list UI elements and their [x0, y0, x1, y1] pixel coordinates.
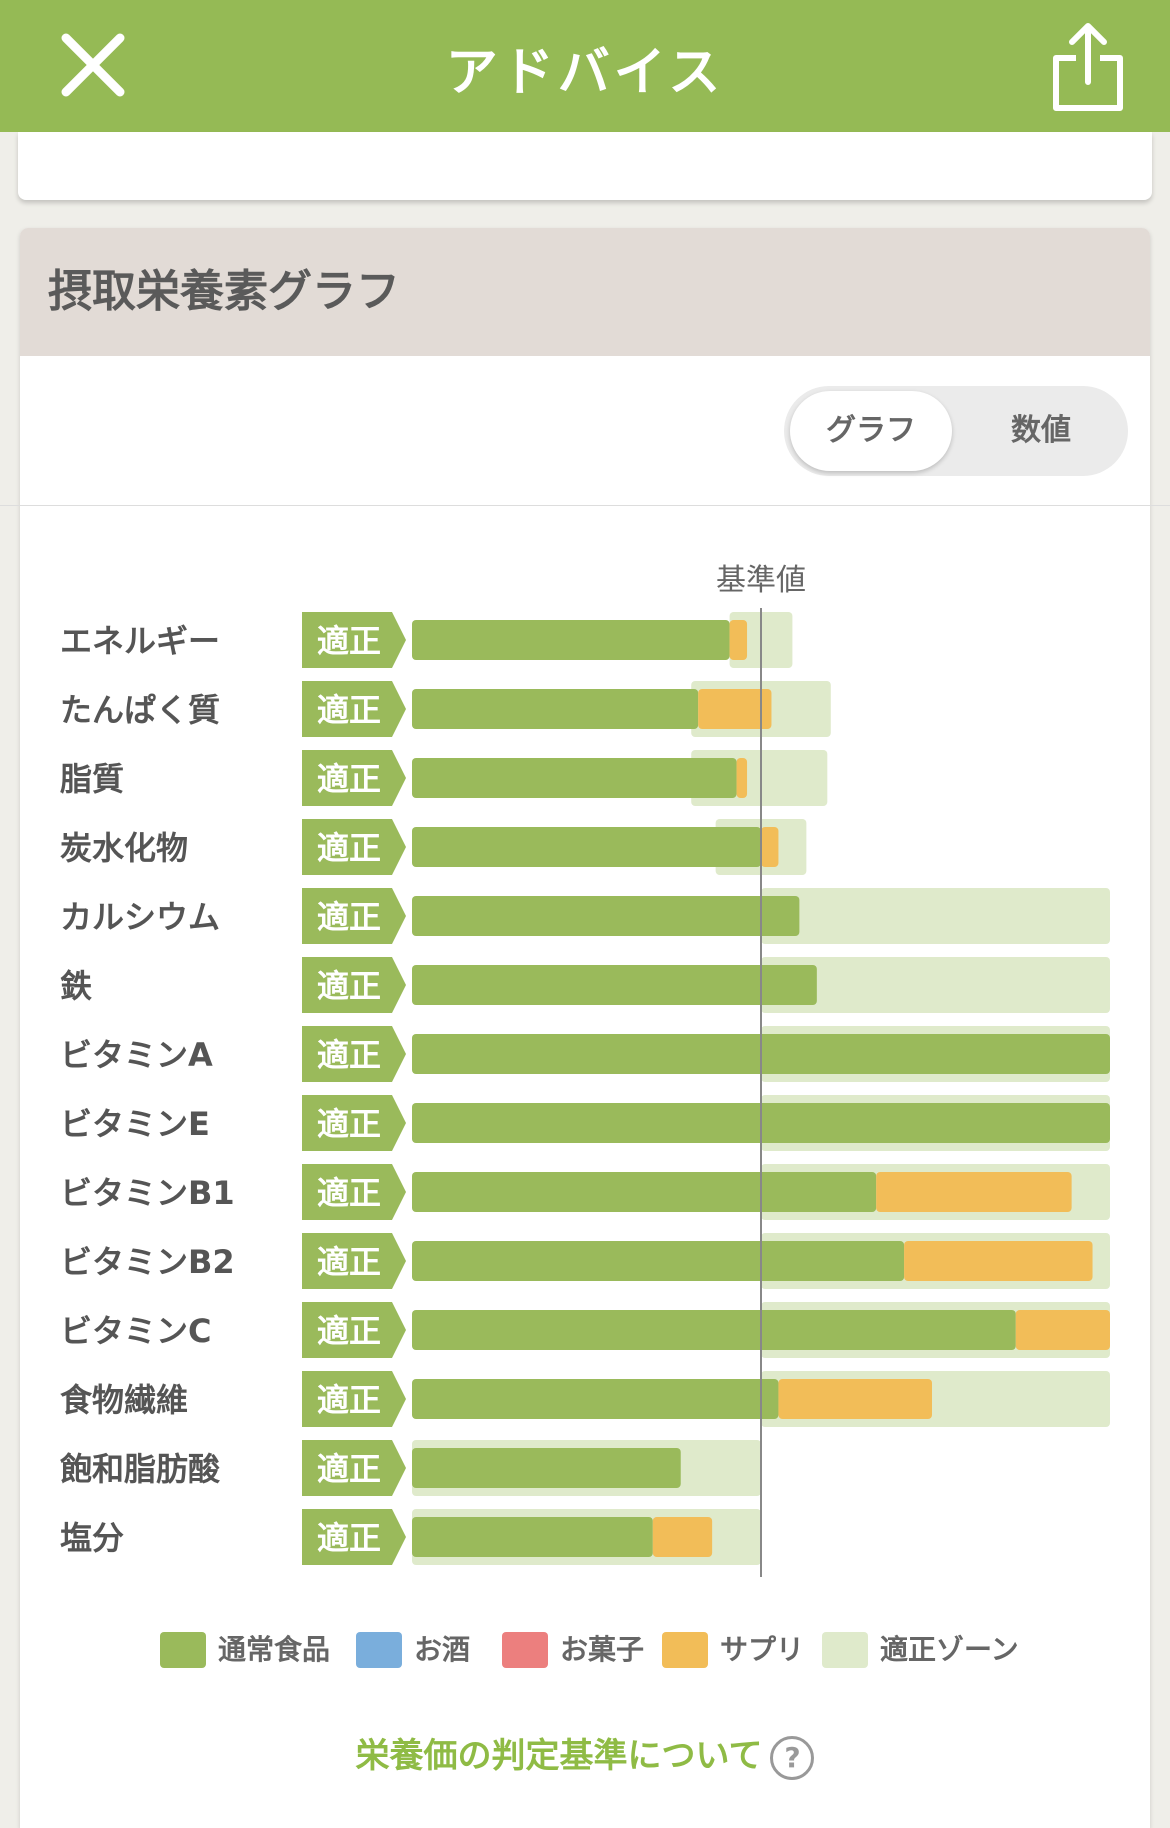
- legend-swatch: [160, 1632, 206, 1668]
- series-bar: [761, 827, 779, 867]
- status-label: 適正: [317, 1312, 381, 1350]
- status-badge: [302, 888, 406, 944]
- status-label: 適正: [317, 829, 381, 867]
- series-bar: [412, 1379, 779, 1419]
- series-bar: [412, 1172, 877, 1212]
- app-header: アドバイス: [0, 0, 1170, 132]
- series-bar: [778, 1379, 933, 1419]
- series-bar: [698, 689, 772, 729]
- appropriate-zone-bar: [761, 888, 1110, 944]
- series-bar: [729, 620, 748, 660]
- category-label: ビタミンE: [60, 1105, 210, 1143]
- tab-graph[interactable]: グラフ: [790, 391, 952, 471]
- series-bar: [1015, 1310, 1110, 1350]
- status-badge: [302, 957, 406, 1013]
- series-bar: [412, 1241, 905, 1281]
- legend-swatch: [662, 1632, 708, 1668]
- series-bar: [412, 965, 817, 1005]
- tab-number[interactable]: 数値: [1011, 413, 1071, 448]
- close-button[interactable]: [58, 30, 128, 100]
- category-label: 脂質: [60, 760, 124, 798]
- category-label: ビタミンB2: [60, 1243, 235, 1281]
- legend-swatch: [822, 1632, 868, 1668]
- category-label: 食物繊維: [60, 1381, 188, 1419]
- category-label: ビタミンA: [60, 1036, 213, 1074]
- status-label: 適正: [317, 898, 381, 936]
- series-bar: [412, 689, 699, 729]
- series-bar: [412, 1448, 681, 1488]
- status-badge: [302, 819, 406, 875]
- legend-swatch: [502, 1632, 548, 1668]
- series-bar: [412, 758, 737, 798]
- status-label: 適正: [317, 1036, 381, 1074]
- category-label: カルシウム: [60, 898, 220, 936]
- category-label: たんぱく質: [60, 691, 220, 729]
- close-icon: [61, 33, 125, 97]
- series-bar: [876, 1172, 1072, 1212]
- status-badge: [302, 612, 406, 668]
- status-badge: [302, 750, 406, 806]
- category-label: ビタミンB1: [60, 1174, 235, 1212]
- legend-label: 適正ゾーン: [880, 1633, 1019, 1666]
- appropriate-zone-bar: [761, 957, 1110, 1013]
- status-label: 適正: [317, 760, 381, 798]
- page-title: アドバイス: [445, 43, 725, 103]
- status-badge: [302, 1026, 406, 1082]
- series-bar: [412, 1517, 653, 1557]
- legend-label: サプリ: [720, 1633, 805, 1666]
- status-badge: [302, 1164, 406, 1220]
- series-bar: [652, 1517, 713, 1557]
- category-label: 鉄: [60, 967, 92, 1005]
- status-label: 適正: [317, 1381, 381, 1419]
- status-label: 適正: [317, 967, 381, 1005]
- view-toggle[interactable]: グラフ 数値: [784, 386, 1128, 476]
- criteria-link[interactable]: 栄養価の判定基準について?: [0, 1728, 1170, 1780]
- share-button[interactable]: [1048, 20, 1128, 116]
- status-badge: [302, 681, 406, 737]
- series-bar: [412, 896, 800, 936]
- help-icon[interactable]: ?: [770, 1735, 815, 1780]
- status-badge: [302, 1095, 406, 1151]
- share-icon: [1053, 23, 1123, 111]
- criteria-link-label: 栄養価の判定基準について: [355, 1736, 763, 1776]
- series-bar: [412, 1310, 1016, 1350]
- status-badge: [302, 1509, 406, 1565]
- series-bar: [736, 758, 748, 798]
- status-badge: [302, 1440, 406, 1496]
- series-bar: [412, 827, 761, 867]
- divider: [0, 505, 1170, 506]
- status-label: 適正: [317, 1450, 381, 1488]
- status-label: 適正: [317, 1519, 381, 1557]
- category-label: 飽和脂肪酸: [60, 1450, 221, 1488]
- status-badge: [302, 1233, 406, 1289]
- status-label: 適正: [317, 1105, 381, 1143]
- status-label: 適正: [317, 1174, 381, 1212]
- legend-label: お酒: [414, 1633, 471, 1666]
- category-label: エネルギー: [60, 622, 220, 660]
- series-bar: [904, 1241, 1093, 1281]
- previous-card: [18, 132, 1152, 200]
- category-label: 炭水化物: [60, 829, 188, 867]
- status-badge: [302, 1371, 406, 1427]
- series-bar: [412, 620, 730, 660]
- category-label: ビタミンC: [60, 1312, 212, 1350]
- section-title: 摂取栄養素グラフ: [20, 228, 1150, 356]
- legend-label: 通常食品: [218, 1633, 331, 1666]
- legend-swatch: [356, 1632, 402, 1668]
- status-label: 適正: [317, 622, 381, 660]
- category-label: 塩分: [60, 1519, 124, 1557]
- legend-label: お菓子: [560, 1633, 645, 1666]
- status-badge: [302, 1302, 406, 1358]
- status-label: 適正: [317, 1243, 381, 1281]
- reference-label: 基準値: [716, 563, 806, 598]
- status-label: 適正: [317, 691, 381, 729]
